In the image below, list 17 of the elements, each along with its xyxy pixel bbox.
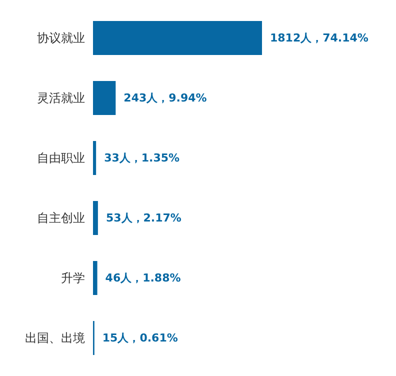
y-tick-label: 协议就业 xyxy=(37,31,85,45)
data-label: 53人，2.17% xyxy=(106,212,182,224)
bar xyxy=(93,141,96,175)
data-label: 33人，1.35% xyxy=(104,152,180,164)
y-tick-label: 自主创业 xyxy=(37,211,85,225)
y-tick-label: 灵活就业 xyxy=(37,91,85,105)
y-tick-label: 升学 xyxy=(61,271,85,285)
data-label: 1812人，74.14% xyxy=(270,32,368,44)
bar xyxy=(93,81,116,115)
data-label: 243人，9.94% xyxy=(124,92,207,104)
data-label: 15人，0.61% xyxy=(102,332,178,344)
bar xyxy=(93,261,98,295)
data-label: 46人，1.88% xyxy=(105,272,181,284)
bar xyxy=(93,21,262,55)
y-tick-label: 自由职业 xyxy=(37,151,85,165)
bar xyxy=(93,201,98,235)
y-tick-label: 出国、出境 xyxy=(25,331,85,345)
